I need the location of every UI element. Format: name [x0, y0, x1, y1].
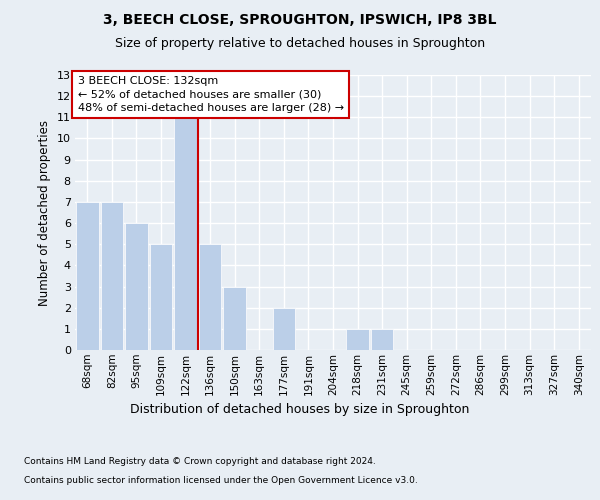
Y-axis label: Number of detached properties: Number of detached properties — [38, 120, 51, 306]
Bar — [272, 308, 295, 350]
Text: Contains public sector information licensed under the Open Government Licence v3: Contains public sector information licen… — [24, 476, 418, 485]
Text: 3, BEECH CLOSE, SPROUGHTON, IPSWICH, IP8 3BL: 3, BEECH CLOSE, SPROUGHTON, IPSWICH, IP8… — [103, 12, 497, 26]
Bar — [174, 118, 197, 350]
Text: Distribution of detached houses by size in Sproughton: Distribution of detached houses by size … — [130, 402, 470, 415]
Text: Size of property relative to detached houses in Sproughton: Size of property relative to detached ho… — [115, 38, 485, 51]
Bar — [346, 329, 369, 350]
Bar — [125, 223, 148, 350]
Text: 3 BEECH CLOSE: 132sqm
← 52% of detached houses are smaller (30)
48% of semi-deta: 3 BEECH CLOSE: 132sqm ← 52% of detached … — [77, 76, 344, 113]
Bar — [101, 202, 123, 350]
Bar — [149, 244, 172, 350]
Bar — [371, 329, 394, 350]
Bar — [76, 202, 98, 350]
Bar — [223, 286, 246, 350]
Text: Contains HM Land Registry data © Crown copyright and database right 2024.: Contains HM Land Registry data © Crown c… — [24, 458, 376, 466]
Bar — [199, 244, 221, 350]
